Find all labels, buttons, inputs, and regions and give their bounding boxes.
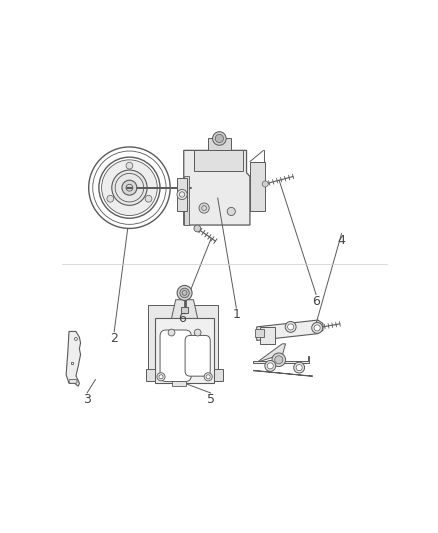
Polygon shape: [184, 176, 189, 225]
Polygon shape: [260, 327, 276, 344]
Circle shape: [288, 324, 294, 330]
Circle shape: [122, 180, 137, 195]
Polygon shape: [250, 161, 265, 212]
Polygon shape: [255, 328, 264, 337]
Circle shape: [262, 181, 268, 187]
Circle shape: [157, 373, 165, 381]
Text: 2: 2: [110, 332, 118, 345]
Polygon shape: [184, 182, 194, 194]
Text: 1: 1: [233, 309, 240, 321]
Circle shape: [194, 329, 201, 336]
Text: 4: 4: [338, 234, 346, 247]
Circle shape: [199, 203, 209, 213]
Circle shape: [212, 132, 226, 146]
Circle shape: [126, 162, 133, 169]
Circle shape: [107, 195, 114, 202]
Polygon shape: [257, 344, 286, 362]
Circle shape: [112, 170, 147, 205]
FancyBboxPatch shape: [160, 330, 191, 382]
Circle shape: [285, 321, 296, 332]
Circle shape: [74, 337, 78, 341]
Polygon shape: [253, 370, 313, 376]
Circle shape: [168, 329, 175, 336]
Polygon shape: [148, 305, 218, 379]
Circle shape: [294, 362, 304, 373]
Text: 3: 3: [83, 393, 91, 406]
Circle shape: [177, 189, 187, 199]
FancyBboxPatch shape: [69, 379, 77, 383]
Circle shape: [265, 360, 276, 372]
Polygon shape: [184, 150, 250, 225]
Circle shape: [272, 353, 286, 367]
Polygon shape: [66, 332, 81, 386]
Circle shape: [159, 375, 163, 379]
Polygon shape: [146, 369, 155, 381]
Circle shape: [314, 325, 320, 331]
Circle shape: [275, 356, 283, 364]
Circle shape: [296, 365, 302, 370]
Polygon shape: [253, 356, 309, 362]
Polygon shape: [257, 320, 323, 341]
Polygon shape: [155, 318, 214, 383]
Text: 6: 6: [178, 312, 186, 325]
Polygon shape: [172, 381, 186, 385]
Circle shape: [102, 160, 157, 215]
Circle shape: [180, 288, 189, 297]
Polygon shape: [177, 177, 187, 212]
Polygon shape: [172, 300, 198, 318]
Polygon shape: [181, 306, 188, 313]
Polygon shape: [71, 362, 73, 365]
FancyBboxPatch shape: [185, 335, 210, 376]
Circle shape: [145, 195, 152, 202]
Circle shape: [206, 375, 210, 379]
Circle shape: [267, 363, 273, 369]
Text: 6: 6: [312, 295, 320, 308]
Circle shape: [312, 322, 322, 333]
Circle shape: [215, 134, 223, 142]
Circle shape: [204, 373, 212, 381]
Polygon shape: [208, 139, 231, 150]
Text: 5: 5: [207, 393, 215, 406]
Circle shape: [194, 225, 201, 232]
Circle shape: [177, 286, 192, 301]
Polygon shape: [214, 369, 223, 381]
Circle shape: [227, 207, 235, 215]
Polygon shape: [194, 150, 243, 171]
